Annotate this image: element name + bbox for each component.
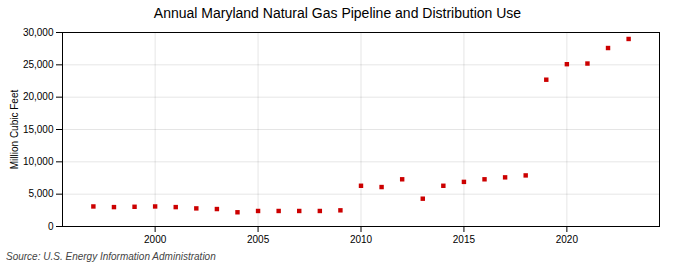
svg-text:10,000: 10,000 (23, 156, 54, 167)
html-text:Annual Maryland Natural Gas Pi: Annual Maryland Natural Gas Pipeline and… (153, 5, 522, 21)
svg-text:25,000: 25,000 (23, 59, 54, 70)
svg-text:2000: 2000 (144, 234, 167, 245)
html-text:Source: U.S. Energy Informatio: Source: U.S. Energy Information Administ… (6, 251, 216, 262)
svg-text:2015: 2015 (453, 234, 476, 245)
svg-text:5,000: 5,000 (28, 188, 53, 199)
svg-text:2010: 2010 (350, 234, 373, 245)
svg-text:Million Cubic Feet: Million Cubic Feet (9, 90, 20, 170)
svg-text:20,000: 20,000 (23, 91, 54, 102)
svg-text:0: 0 (48, 221, 54, 232)
svg-text:2020: 2020 (556, 234, 579, 245)
svg-text:2005: 2005 (247, 234, 270, 245)
svg-text:15,000: 15,000 (23, 124, 54, 135)
svg-text:30,000: 30,000 (23, 27, 54, 38)
